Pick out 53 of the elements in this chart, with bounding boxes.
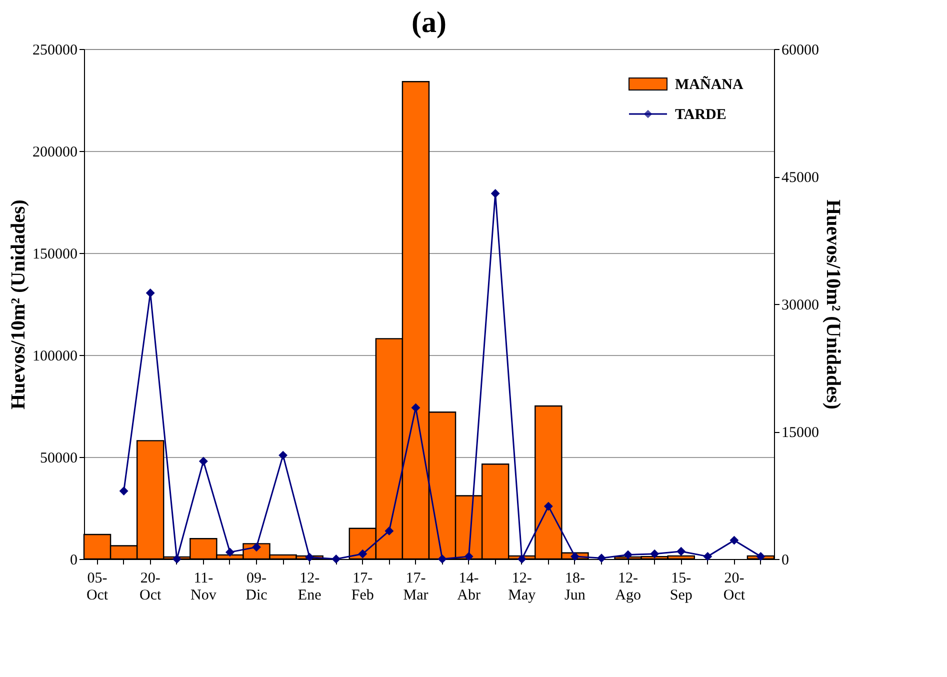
point [172, 554, 182, 564]
y-tick-label: 100000 [32, 348, 78, 364]
x-tick-label: 12-Ago [615, 570, 641, 604]
x-tick-label: 12-May [508, 570, 536, 604]
x-tick-label: 14-Abr [457, 570, 480, 604]
x-tick-label: 12-Ene [298, 570, 322, 604]
point [119, 486, 128, 496]
x-tick-label: 20-Oct [723, 570, 746, 604]
y2-tick-label: 30000 [782, 298, 819, 314]
point [517, 554, 526, 564]
point [624, 550, 633, 560]
point [464, 552, 474, 561]
legend-label: TARDE [675, 107, 726, 123]
point [384, 526, 394, 536]
point [225, 548, 234, 557]
y2-tick-label: 45000 [782, 170, 819, 186]
x-tick-label: 05-Oct [86, 570, 109, 604]
x-tick-label: 15-Sep [670, 570, 692, 604]
point [650, 549, 660, 558]
point [490, 189, 500, 198]
y-tick-label: 50000 [40, 450, 78, 466]
point [544, 502, 553, 511]
point [332, 554, 341, 564]
y2-tick-label: 60000 [782, 42, 819, 58]
point [411, 403, 420, 412]
point [198, 456, 208, 466]
y-tick-label: 250000 [32, 42, 78, 58]
y2-tick-label: 0 [782, 552, 789, 568]
x-tick-label: 09-Dic [246, 570, 268, 604]
point [570, 552, 580, 561]
y-tick-label: 200000 [32, 144, 78, 160]
point [278, 450, 288, 460]
chart-title: (a) [412, 6, 446, 39]
point [756, 552, 766, 561]
point [146, 288, 155, 298]
y-tick-label: 150000 [32, 246, 78, 262]
x-tick-label: 17-Mar [403, 570, 428, 604]
point [676, 546, 686, 556]
y-tick-label: 0 [70, 552, 78, 568]
x-tick-label: 17-Feb [351, 570, 374, 604]
point [305, 552, 314, 562]
legend-label: MAÑANA [675, 76, 744, 93]
x-tick-label: 20-Oct [140, 570, 162, 604]
point [358, 549, 368, 558]
point [597, 554, 606, 563]
x-tick-label: 11-Nov [190, 570, 217, 604]
y2-axis-title: Huevos/10m² (Unidades) [822, 200, 844, 410]
y2-tick-label: 15000 [782, 425, 819, 441]
point [730, 536, 739, 545]
y-axis-title: Huevos/10m² (Unidades) [8, 200, 30, 410]
point [703, 552, 712, 561]
x-tick-label: 18-Jun [564, 570, 586, 604]
point [438, 554, 447, 564]
